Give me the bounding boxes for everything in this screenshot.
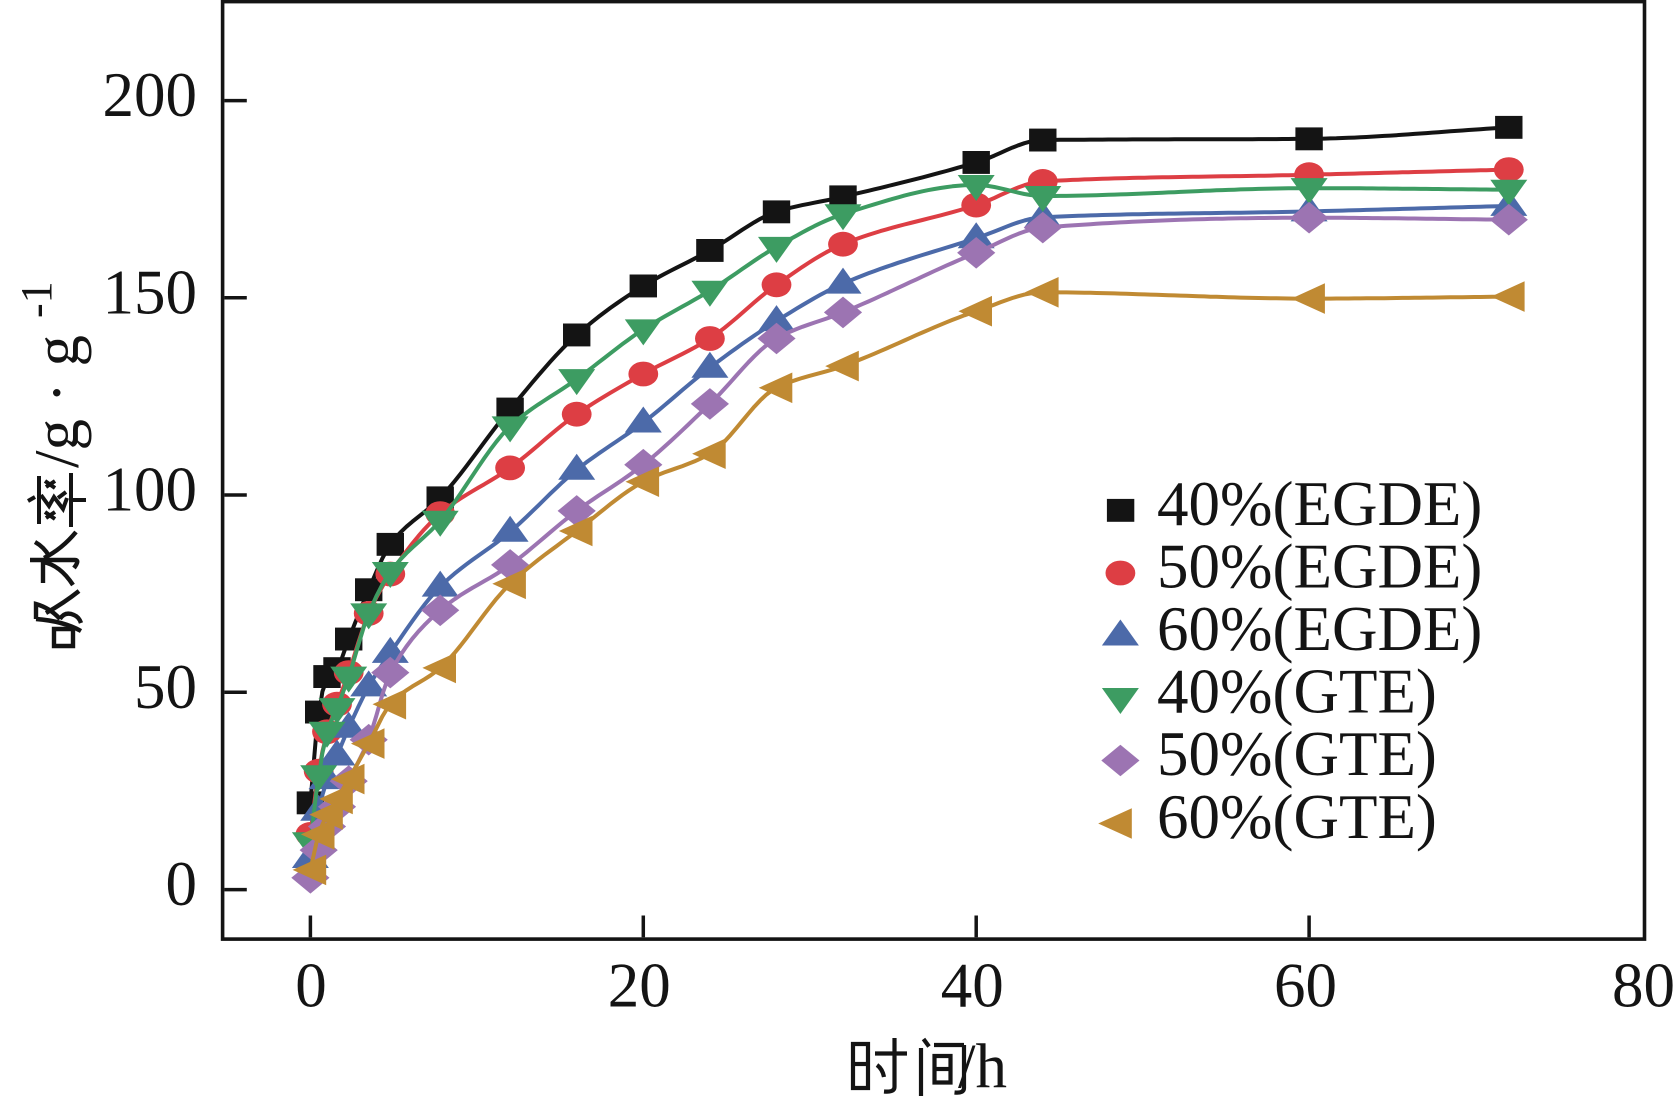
svg-text:40%(GTE): 40%(GTE) xyxy=(1157,657,1437,727)
svg-text:100: 100 xyxy=(103,455,198,525)
svg-text:0: 0 xyxy=(166,849,198,919)
svg-text:50: 50 xyxy=(134,652,197,722)
svg-text:50%(GTE): 50%(GTE) xyxy=(1157,719,1437,789)
svg-text:/g · g: /g · g xyxy=(22,335,92,468)
svg-text:200: 200 xyxy=(103,60,198,130)
svg-text:-1: -1 xyxy=(12,281,61,318)
svg-text:60%(GTE): 60%(GTE) xyxy=(1157,782,1437,852)
svg-text:40%(EGDE): 40%(EGDE) xyxy=(1157,469,1482,539)
svg-text:150: 150 xyxy=(103,257,198,327)
svg-text:50%(EGDE): 50%(EGDE) xyxy=(1157,532,1482,602)
svg-text:0: 0 xyxy=(295,951,327,1021)
svg-text:20: 20 xyxy=(608,951,671,1021)
svg-text:60: 60 xyxy=(1274,951,1337,1021)
svg-text:40: 40 xyxy=(941,951,1004,1021)
svg-text:60%(EGDE): 60%(EGDE) xyxy=(1157,594,1482,664)
svg-text:80: 80 xyxy=(1612,951,1675,1021)
svg-text:/h: /h xyxy=(958,1032,1007,1102)
